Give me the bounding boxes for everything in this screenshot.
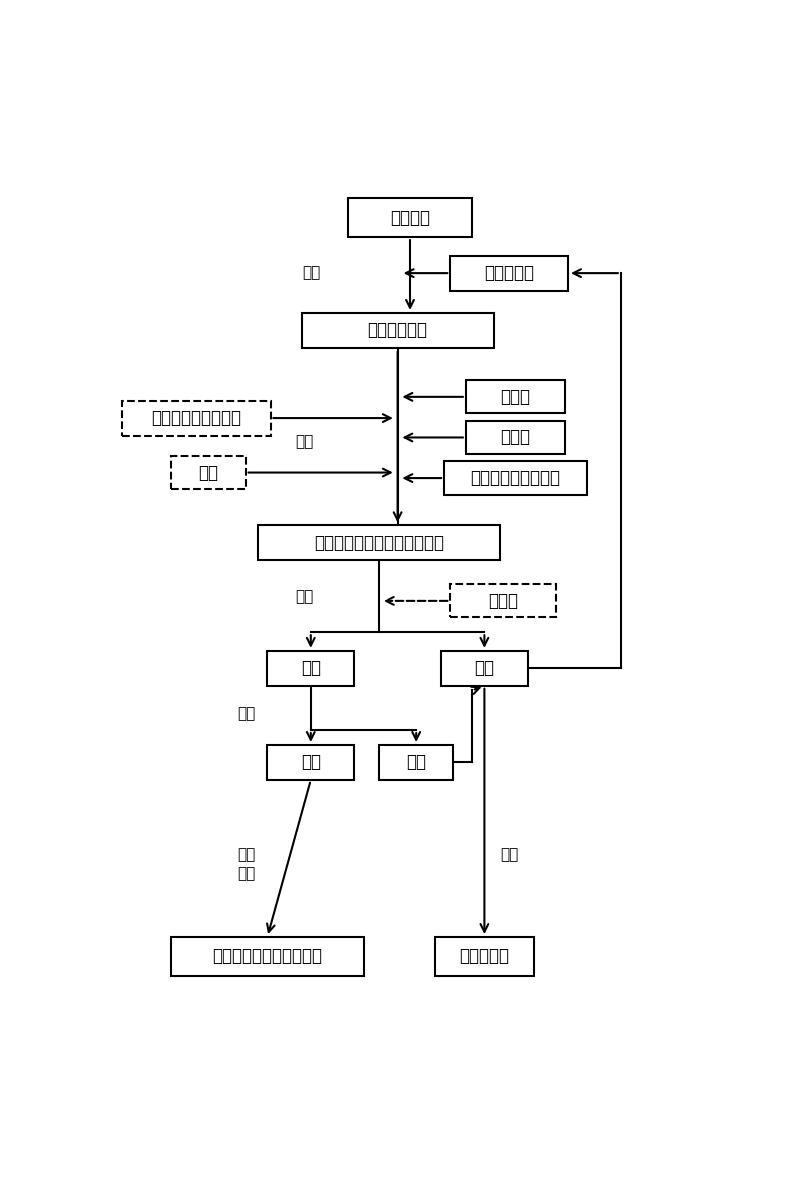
Text: 升温: 升温 <box>302 266 320 281</box>
Text: 浓缩: 浓缩 <box>500 848 518 862</box>
Bar <box>171 456 246 489</box>
Bar <box>267 651 354 686</box>
Text: 絮凝剂: 絮凝剂 <box>488 592 518 610</box>
Bar <box>267 745 354 781</box>
Text: 滤饼: 滤饼 <box>301 753 321 771</box>
Text: 氢氧化钓溶液或氨水: 氢氧化钓溶液或氨水 <box>151 409 241 427</box>
Text: 还原剂: 还原剂 <box>501 387 530 405</box>
Text: 洗液: 洗液 <box>406 753 426 771</box>
Text: 滤饼: 滤饼 <box>301 659 321 677</box>
Bar <box>302 313 494 348</box>
Bar <box>466 380 565 414</box>
Bar <box>450 584 556 617</box>
Text: 除杂: 除杂 <box>198 464 218 482</box>
Bar <box>466 421 565 454</box>
Bar <box>122 400 270 435</box>
Text: 滤液: 滤液 <box>474 659 494 677</box>
Text: 过滤: 过滤 <box>296 434 314 448</box>
Text: 氢氧化钓溶液或氨水: 氢氧化钓溶液或氨水 <box>470 469 561 487</box>
Text: 铝泥容解溶液: 铝泥容解溶液 <box>367 321 427 339</box>
Bar <box>171 936 363 976</box>
Text: 过滤: 过滤 <box>296 589 314 604</box>
Text: 无机酸溶液: 无机酸溶液 <box>484 264 534 282</box>
Text: 氧化铝、氧化铬复合粉体: 氧化铝、氧化铬复合粉体 <box>212 947 322 965</box>
Text: 分散剂: 分散剂 <box>501 428 530 446</box>
Bar <box>435 936 534 976</box>
Text: 含铬铝泥: 含铬铝泥 <box>390 209 430 227</box>
Text: 锻烧: 锻烧 <box>237 866 255 881</box>
Text: 水洗: 水洗 <box>237 706 255 721</box>
Bar <box>379 745 454 781</box>
Text: 干燥: 干燥 <box>237 848 255 862</box>
Bar <box>441 651 528 686</box>
Text: 氢氧化铝、氢氧化铬混合沉淀: 氢氧化铝、氢氧化铬混合沉淀 <box>314 534 444 552</box>
Bar <box>444 462 586 495</box>
Bar <box>450 255 568 290</box>
Bar <box>258 525 500 560</box>
Text: 红矾钓回收: 红矾钓回收 <box>459 947 510 965</box>
Bar <box>348 198 472 237</box>
